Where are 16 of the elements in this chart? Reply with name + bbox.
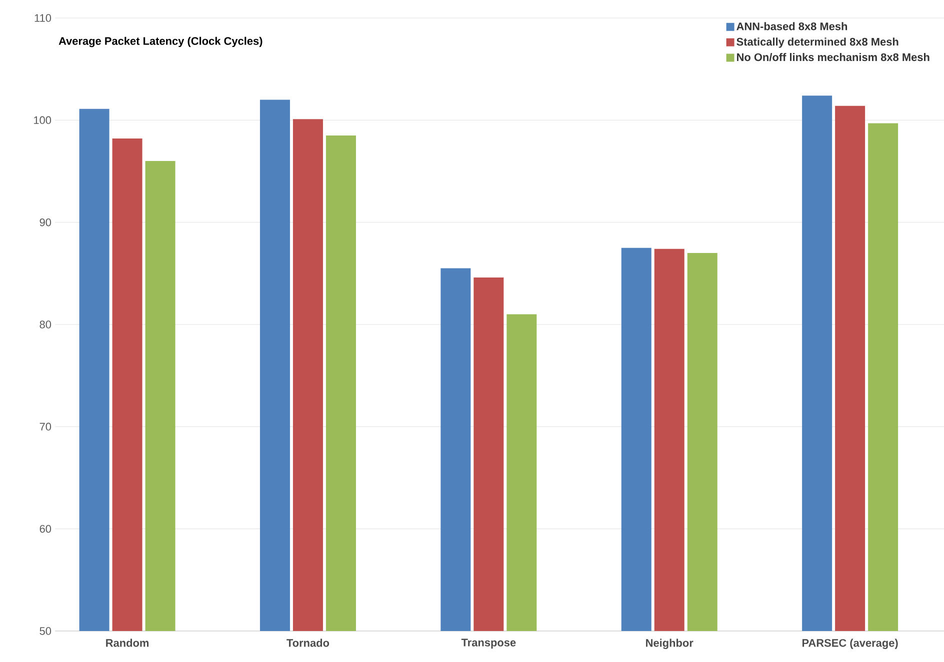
legend-label: ANN-based 8x8 Mesh [736,22,848,30]
y-tick-label: 80 [40,320,52,328]
x-tick-label: PARSEC (average) [802,638,898,650]
y-tick-label: 70 [40,422,52,431]
x-tick-label: Transpose [461,638,516,649]
y-tick-label: 50 [40,627,52,635]
legend-label: Statically determined 8x8 Mesh [736,38,898,48]
x-tick-label: Tornado [286,638,330,647]
x-tick-label: Neighbor [646,638,694,650]
legend-label: No On/off links mechanism 8x8 Mesh [737,53,930,62]
text: Average Packet Latency (Clock Cycles) [58,36,262,48]
y-tick-label: 100 [34,116,52,124]
y-tick-label: 60 [40,524,52,533]
x-tick-label: Random [106,638,149,647]
y-tick-label: 110 [34,14,52,22]
y-tick-label: 90 [40,218,52,226]
